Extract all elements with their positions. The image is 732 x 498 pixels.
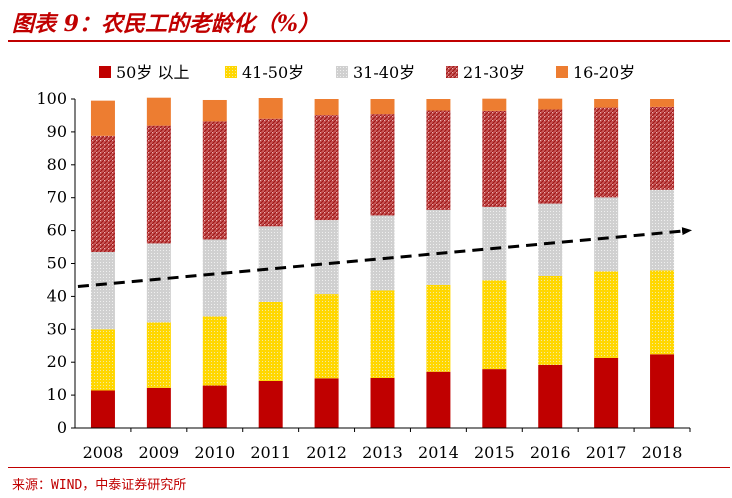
legend-label-31-40: 31-40岁 bbox=[353, 63, 415, 82]
x-tick-label-2016: 2016 bbox=[530, 443, 571, 462]
bar-2018-50-plus bbox=[650, 354, 675, 428]
bar-2014-31-40 bbox=[426, 209, 451, 285]
bar-2012-16-20 bbox=[314, 99, 339, 116]
legend-swatch-50-plus bbox=[99, 66, 111, 78]
legend-label-41-50: 41-50岁 bbox=[242, 63, 304, 82]
y-tick-label: 100 bbox=[36, 89, 67, 108]
bar-2010-31-40 bbox=[202, 239, 227, 317]
legend-swatch-21-30 bbox=[446, 66, 458, 78]
bar-2008-21-30 bbox=[90, 135, 115, 252]
bar-2013-50-plus bbox=[370, 377, 395, 428]
x-tick-label-2018: 2018 bbox=[642, 443, 683, 462]
bar-2009-41-50 bbox=[146, 322, 171, 388]
y-tick-label: 50 bbox=[47, 254, 67, 273]
x-tick-label-2010: 2010 bbox=[194, 443, 235, 462]
legend-label-50-plus: 50岁 以上 bbox=[116, 63, 189, 82]
x-tick-label-2014: 2014 bbox=[418, 443, 459, 462]
x-tick-label-2012: 2012 bbox=[306, 443, 347, 462]
bar-2011-41-50 bbox=[258, 301, 283, 381]
bar-2009-31-40 bbox=[146, 243, 171, 323]
bar-2009-16-20 bbox=[146, 97, 171, 126]
y-tick-label: 60 bbox=[47, 221, 67, 240]
y-tick-label: 90 bbox=[47, 122, 67, 141]
bar-2017-50-plus bbox=[594, 357, 619, 428]
bar-2010-50-plus bbox=[202, 385, 227, 428]
bar-2013-16-20 bbox=[370, 99, 395, 115]
y-tick-label: 30 bbox=[47, 319, 67, 338]
bar-2010-21-30 bbox=[202, 121, 227, 240]
x-tick-label-2017: 2017 bbox=[586, 443, 627, 462]
trend-line-arrow bbox=[77, 227, 693, 289]
bar-2013-21-30 bbox=[370, 114, 395, 216]
bar-2018-16-20 bbox=[650, 99, 675, 107]
bar-2011-31-40 bbox=[258, 226, 283, 302]
y-tick-label: 40 bbox=[47, 286, 67, 305]
bar-2017-41-50 bbox=[594, 271, 619, 358]
bar-2018-21-30 bbox=[650, 106, 675, 190]
y-tick-label: 80 bbox=[47, 155, 67, 174]
y-tick-label: 0 bbox=[57, 418, 67, 437]
x-tick-label-2011: 2011 bbox=[250, 443, 291, 462]
title-divider bbox=[8, 40, 730, 42]
bar-2012-21-30 bbox=[314, 115, 339, 221]
bar-2012-31-40 bbox=[314, 220, 339, 295]
bar-2008-41-50 bbox=[90, 329, 115, 391]
bar-2015-50-plus bbox=[482, 369, 507, 428]
legend-label-21-30: 21-30岁 bbox=[463, 63, 525, 82]
bar-2012-41-50 bbox=[314, 294, 339, 379]
bar-2011-16-20 bbox=[258, 98, 283, 119]
bar-2016-50-plus bbox=[538, 364, 563, 428]
bar-2016-21-30 bbox=[538, 109, 563, 204]
x-tick-label-2008: 2008 bbox=[83, 443, 124, 462]
bars bbox=[90, 97, 675, 428]
y-axis-ticks: 0 10 20 30 40 50 60 70 80 90 100 bbox=[36, 89, 75, 437]
bar-2013-31-40 bbox=[370, 215, 395, 291]
source-note: 来源：WIND，中泰证券研究所 bbox=[12, 478, 187, 493]
x-tick-label-2009: 2009 bbox=[139, 443, 180, 462]
bar-2018-41-50 bbox=[650, 270, 675, 355]
x-axis-ticks: 2008 2009 2010 2011 2012 2013 2014 2015 2016 2017… bbox=[83, 428, 691, 462]
bar-2010-41-50 bbox=[202, 316, 227, 386]
bar-2014-16-20 bbox=[426, 99, 451, 111]
x-tick-label-2013: 2013 bbox=[362, 443, 403, 462]
y-tick-label: 10 bbox=[47, 385, 67, 404]
legend-swatch-31-40 bbox=[336, 66, 348, 78]
source-divider bbox=[8, 467, 730, 468]
y-tick-label: 20 bbox=[47, 352, 67, 371]
legend-swatch-41-50 bbox=[225, 66, 237, 78]
page-title: 图表 9：农民工的老龄化（%） bbox=[12, 11, 320, 37]
bar-2008-50-plus bbox=[90, 390, 115, 428]
bar-2015-31-40 bbox=[482, 206, 507, 281]
bar-2016-31-40 bbox=[538, 203, 563, 277]
bar-2012-50-plus bbox=[314, 378, 339, 428]
x-tick-label-2015: 2015 bbox=[474, 443, 515, 462]
legend-swatch-16-20 bbox=[556, 66, 568, 78]
bar-2015-41-50 bbox=[482, 280, 507, 370]
bar-2008-16-20 bbox=[90, 100, 115, 136]
bar-2014-50-plus bbox=[426, 371, 451, 428]
legend-label-16-20: 16-20岁 bbox=[573, 63, 635, 82]
bar-2008-31-40 bbox=[90, 251, 115, 330]
bar-2013-41-50 bbox=[370, 290, 395, 378]
bar-2009-50-plus bbox=[146, 387, 171, 428]
bar-2018-31-40 bbox=[650, 189, 675, 271]
bar-2017-21-30 bbox=[594, 107, 619, 198]
bar-2011-21-30 bbox=[258, 118, 283, 227]
bar-2014-41-50 bbox=[426, 284, 451, 372]
y-tick-label: 70 bbox=[47, 188, 67, 207]
bar-2011-50-plus bbox=[258, 380, 283, 428]
bar-2009-21-30 bbox=[146, 125, 171, 244]
bar-2010-16-20 bbox=[202, 99, 227, 122]
bar-2016-16-20 bbox=[538, 98, 563, 110]
bar-2016-41-50 bbox=[538, 276, 563, 365]
bar-2014-21-30 bbox=[426, 110, 451, 210]
bar-2017-16-20 bbox=[594, 99, 619, 108]
bar-2015-16-20 bbox=[482, 98, 507, 111]
bar-2015-21-30 bbox=[482, 110, 507, 207]
legend: 50岁 以上 41-50岁 31-40岁 21-30岁 16-20岁 bbox=[99, 63, 635, 82]
bar-2017-31-40 bbox=[594, 197, 619, 272]
